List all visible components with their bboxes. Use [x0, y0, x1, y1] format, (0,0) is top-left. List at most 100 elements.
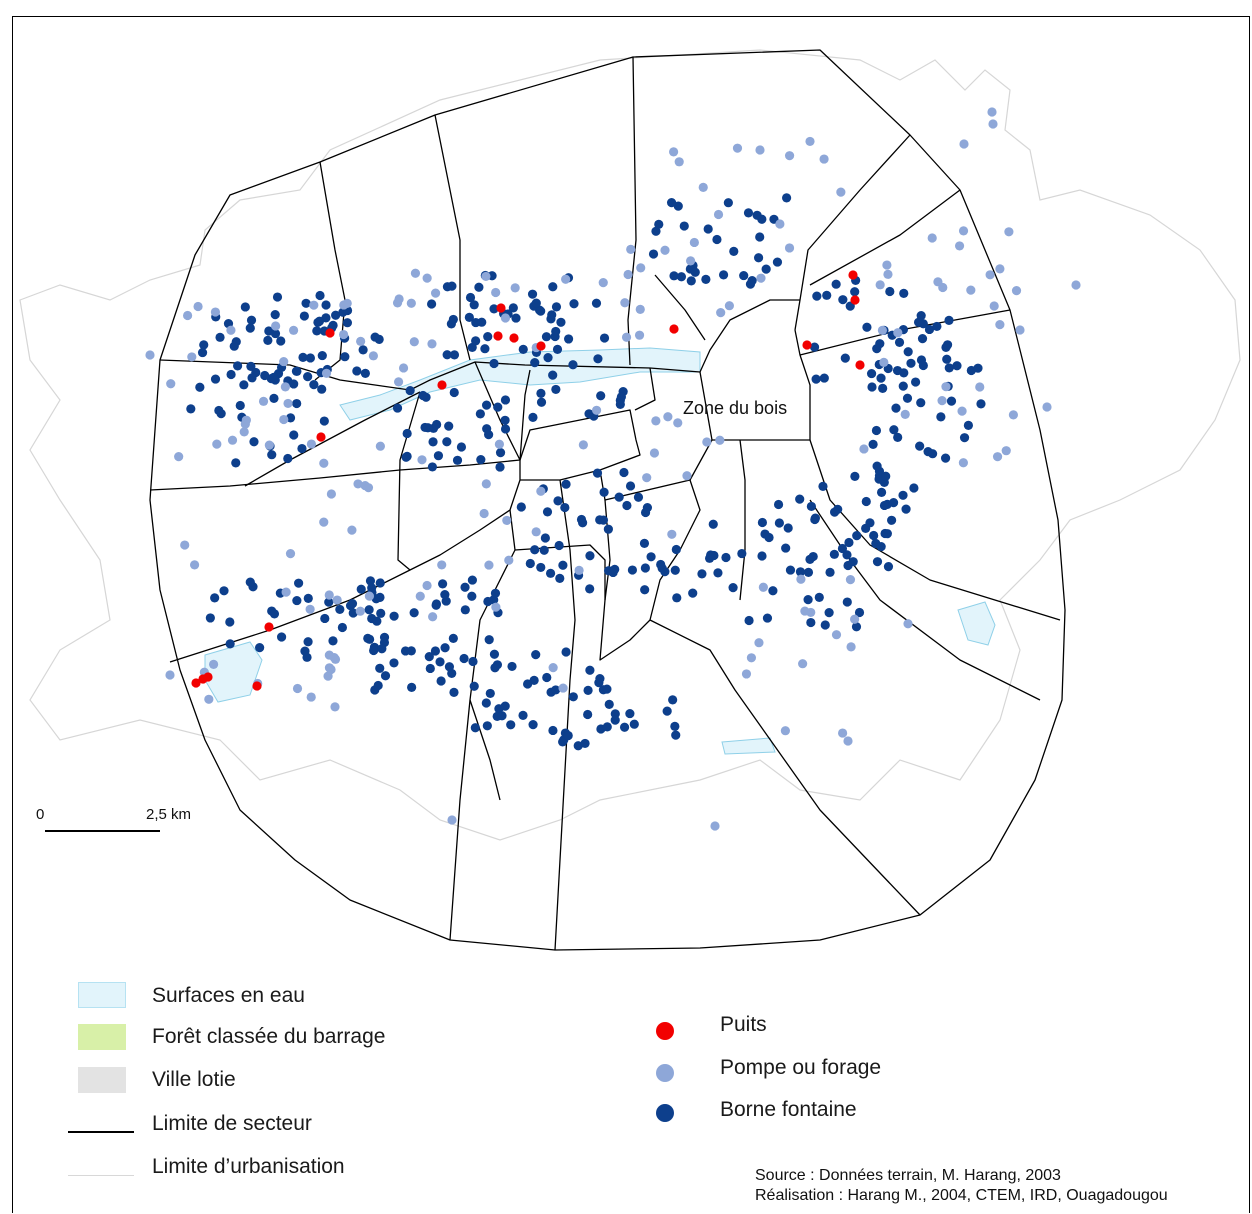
borne-fontaine-point [409, 608, 419, 618]
borne-fontaine-point [331, 310, 341, 320]
borne-fontaine-point [850, 287, 860, 297]
borne-fontaine-point [866, 368, 877, 379]
pompe-forage-point [417, 455, 427, 465]
borne-fontaine-point [795, 494, 805, 504]
borne-fontaine-point [428, 437, 438, 447]
pompe-forage-point [479, 508, 489, 519]
borne-fontaine-point [292, 595, 302, 606]
borne-fontaine-point [615, 399, 625, 409]
pompe-forage-point [1071, 280, 1081, 290]
borne-fontaine-point [511, 313, 521, 323]
borne-fontaine-point [328, 636, 338, 646]
borne-fontaine-point [389, 658, 399, 668]
borne-fontaine-point [402, 451, 412, 461]
borne-fontaine-point [760, 529, 770, 539]
map-frame [12, 16, 1250, 1213]
borne-fontaine-point [272, 292, 283, 302]
borne-fontaine-point [303, 637, 313, 647]
pompe-forage-point [422, 580, 432, 591]
pompe-forage-point [536, 486, 546, 496]
borne-fontaine-point [768, 586, 778, 596]
pompe-forage-point [347, 525, 357, 535]
legend-forest-label: Forêt classée du barrage [152, 1025, 386, 1048]
borne-fontaine-point [315, 290, 325, 301]
borne-fontaine-point [402, 428, 412, 439]
pompe-forage-point [324, 590, 334, 600]
pompe-forage-point [1011, 286, 1022, 296]
borne-fontaine-point [449, 350, 460, 360]
borne-fontaine-point [944, 363, 954, 373]
pompe-forage-point [504, 555, 514, 565]
pompe-forage-point [271, 321, 281, 331]
pompe-forage-point [239, 427, 249, 437]
borne-fontaine-point [840, 353, 850, 363]
borne-fontaine-point [811, 374, 821, 384]
pompe-forage-point [364, 591, 375, 601]
pompe-forage-point [741, 669, 752, 679]
pompe-forage-point [879, 357, 889, 367]
borne-fontaine-point [507, 661, 517, 672]
borne-fontaine-point [433, 451, 444, 461]
borne-fontaine-point [352, 366, 362, 376]
puits-point [264, 622, 274, 632]
borne-fontaine-point [500, 415, 510, 425]
borne-fontaine-point [837, 543, 848, 554]
pompe-forage-point [673, 418, 683, 428]
borne-fontaine-point [781, 543, 791, 553]
pompe-forage-point [626, 244, 636, 254]
borne-fontaine-point [495, 462, 505, 472]
pompe-forage-point [323, 671, 333, 681]
borne-fontaine-point [917, 334, 928, 344]
borne-fontaine-point [530, 358, 540, 368]
borne-fontaine-point [721, 552, 731, 563]
pompe-forage-point [755, 145, 765, 155]
borne-fontaine-point [536, 562, 546, 573]
pompe-forage-point [427, 339, 437, 349]
light-blue-dot-icon [656, 1064, 674, 1082]
pompe-forage-point [410, 268, 421, 278]
borne-fontaine-point [814, 592, 824, 603]
pompe-forage-point [900, 409, 910, 419]
borne-fontaine-point [536, 397, 547, 407]
borne-fontaine-point [627, 565, 638, 575]
borne-fontaine-point [263, 335, 273, 346]
borne-fontaine-point [551, 384, 561, 395]
borne-fontaine-point [596, 391, 606, 401]
borne-fontaine-point [235, 400, 245, 411]
borne-fontaine-point [249, 437, 259, 447]
borne-fontaine-point [528, 412, 538, 422]
borne-fontaine-point [471, 336, 481, 346]
dark-blue-dot-icon [656, 1104, 674, 1122]
pompe-forage-point [724, 301, 734, 311]
borne-fontaine-point [872, 461, 882, 471]
pompe-forage-point [859, 444, 869, 454]
borne-fontaine-point [298, 352, 308, 362]
pompe-forage-point [845, 574, 856, 585]
borne-fontaine-point [358, 345, 368, 355]
borne-fontaine-point [610, 564, 620, 574]
borne-fontaine-point [865, 518, 875, 528]
borne-fontaine-point [718, 270, 729, 280]
borne-fontaine-point [561, 647, 571, 657]
borne-fontaine-point [289, 430, 299, 440]
pompe-forage-point [985, 270, 995, 280]
pompe-forage-point [669, 147, 679, 157]
borne-fontaine-point [891, 403, 901, 413]
borne-fontaine-point [713, 568, 723, 578]
puits-point [536, 341, 546, 351]
borne-fontaine-point [640, 507, 651, 518]
pompe-forage-point [995, 264, 1005, 274]
borne-fontaine-point [838, 295, 848, 305]
borne-fontaine-point [245, 323, 255, 333]
borne-fontaine-point [932, 321, 942, 332]
borne-fontaine-point [314, 316, 325, 326]
borne-fontaine-point [373, 680, 383, 691]
pompe-forage-point [165, 670, 175, 680]
pompe-forage-point [306, 439, 317, 449]
pompe-forage-point [877, 325, 888, 336]
borne-fontaine-point [551, 326, 561, 337]
borne-fontaine-point [442, 437, 452, 447]
borne-fontaine-point [598, 515, 609, 525]
borne-fontaine-point [531, 650, 541, 660]
borne-fontaine-point [739, 270, 749, 281]
